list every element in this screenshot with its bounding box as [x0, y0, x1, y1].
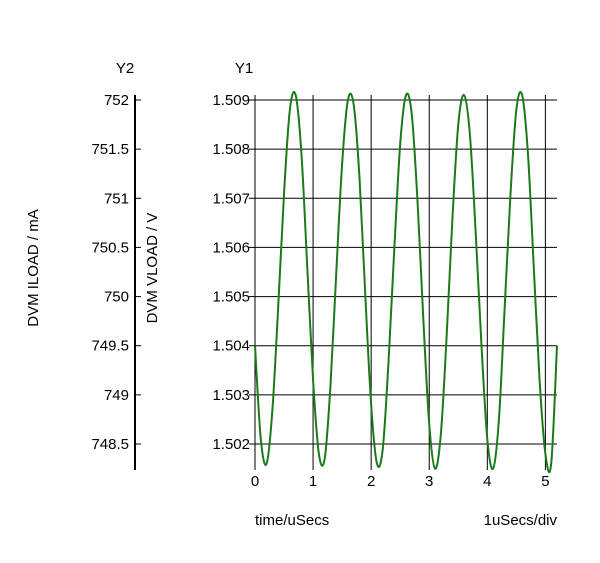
y2-tick-label: 751.5: [91, 141, 129, 158]
y1-tick-label: 1.508: [212, 141, 250, 158]
y1-header: Y1: [235, 60, 253, 77]
y1-axis-label: DVM VLOAD / V: [144, 213, 161, 324]
x-tick-label: 3: [425, 473, 433, 490]
x-axis-label: time/uSecs: [255, 512, 329, 529]
y2-tick-label: 752: [104, 92, 129, 109]
x-tick-label: 2: [367, 473, 375, 490]
y1-tick-label: 1.502: [212, 436, 250, 453]
series-line-1: [254, 90, 558, 474]
x-tick-label: 1: [309, 473, 317, 490]
y2-tick-label: 750.5: [91, 239, 129, 256]
y2-tick-label: 748.5: [91, 436, 129, 453]
x-scale-note: 1uSecs/div: [484, 512, 558, 529]
y1-tick-label: 1.505: [212, 289, 250, 306]
x-tick-label: 5: [541, 473, 549, 490]
series-layer: [254, 90, 558, 474]
y1-tick-label: 1.504: [212, 338, 250, 355]
y2-header: Y2: [116, 60, 134, 77]
y2-tick-label: 751: [104, 190, 129, 207]
y2-axis-label: DVM ILOAD / mA: [25, 209, 42, 327]
y2-tick-label: 749.5: [91, 338, 129, 355]
y1-tick-label: 1.507: [212, 190, 250, 207]
y2-tick-label: 749: [104, 387, 129, 404]
x-tick-labels: 0 1 2 3 4 5: [251, 473, 550, 490]
y2-tick-label: 750: [104, 289, 129, 306]
y1-tick-labels: 1.502 1.503 1.504 1.505 1.506 1.507 1.508 1.509: [212, 92, 255, 453]
y1-tick-label: 1.503: [212, 387, 250, 404]
y2-tick-labels: 748.5 749 749.5 750 750.5 751 751.5 752: [91, 92, 141, 453]
x-tick-label: 4: [483, 473, 491, 490]
x-tick-label: 0: [251, 473, 259, 490]
y1-tick-label: 1.509: [212, 92, 250, 109]
y1-tick-label: 1.506: [212, 239, 250, 256]
